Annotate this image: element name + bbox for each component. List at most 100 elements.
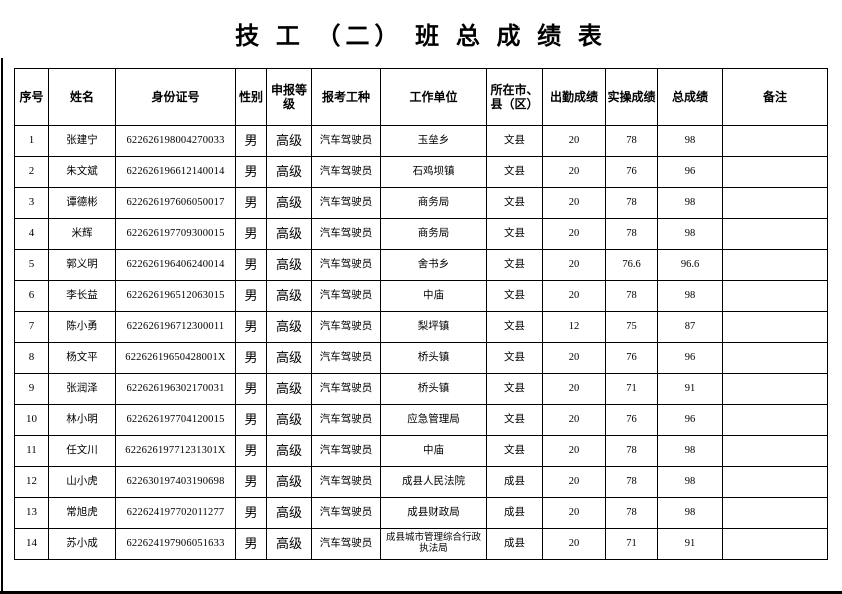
cell-practical: 71: [605, 373, 658, 405]
cell-total: 96: [657, 342, 723, 374]
cell-job: 汽车驾驶员: [311, 528, 381, 560]
column-header-name: 姓名: [48, 68, 116, 126]
cell-unit: 石鸡坝镇: [380, 156, 487, 188]
cell-no: 2: [14, 156, 49, 188]
cell-id_number: 622626196612140014: [115, 156, 236, 188]
cell-level: 高级: [266, 404, 312, 436]
cell-county: 成县: [486, 466, 543, 498]
cell-remark: [722, 280, 828, 312]
cell-county: 文县: [486, 125, 543, 157]
table-header-row: 序号 姓名 身份证号 性别 申报等级 报考工种 工作单位 所在市、县（区） 出勤成绩 实操成绩 总成…: [14, 68, 828, 126]
cell-unit: 梨坪镇: [380, 311, 487, 343]
cell-name: 谭德彬: [48, 187, 116, 219]
cell-gender: 男: [235, 187, 267, 219]
cell-job: 汽车驾驶员: [311, 373, 381, 405]
column-header-attendance: 出勤成绩: [542, 68, 606, 126]
cell-remark: [722, 218, 828, 250]
cell-name: 张建宁: [48, 125, 116, 157]
cell-job: 汽车驾驶员: [311, 156, 381, 188]
column-header-gender: 性别: [235, 68, 267, 126]
table-row: 8 杨文平 62262619650428001X 男高级 汽车驾驶员 桥头镇 文县 20 76 9…: [14, 342, 828, 374]
cell-job: 汽车驾驶员: [311, 404, 381, 436]
cell-total: 98: [657, 125, 723, 157]
cell-county: 文县: [486, 435, 543, 467]
cell-remark: [722, 156, 828, 188]
cell-id_number: 622624197702011277: [115, 497, 236, 529]
cell-remark: [722, 187, 828, 219]
cell-level: 高级: [266, 187, 312, 219]
cell-level: 高级: [266, 125, 312, 157]
cell-county: 文县: [486, 404, 543, 436]
cell-level: 高级: [266, 497, 312, 529]
cell-county: 文县: [486, 311, 543, 343]
cell-name: 米辉: [48, 218, 116, 250]
cell-remark: [722, 373, 828, 405]
cell-total: 98: [657, 280, 723, 312]
cell-name: 常旭虎: [48, 497, 116, 529]
cell-unit: 桥头镇: [380, 373, 487, 405]
cell-job: 汽车驾驶员: [311, 497, 381, 529]
cell-attendance: 20: [542, 280, 606, 312]
cell-no: 6: [14, 280, 49, 312]
table-row: 5 郭义明 622626196406240014 男高级 汽车驾驶员 舍书乡 文县 20 76.…: [14, 249, 828, 281]
cell-remark: [722, 342, 828, 374]
cell-no: 8: [14, 342, 49, 374]
cell-total: 96.6: [657, 249, 723, 281]
cell-no: 3: [14, 187, 49, 219]
cell-county: 文县: [486, 280, 543, 312]
cell-id_number: 622626197709300015: [115, 218, 236, 250]
cell-no: 9: [14, 373, 49, 405]
cell-county: 成县: [486, 528, 543, 560]
cell-practical: 78: [605, 466, 658, 498]
cell-total: 98: [657, 218, 723, 250]
cell-attendance: 20: [542, 373, 606, 405]
cell-attendance: 20: [542, 497, 606, 529]
cell-level: 高级: [266, 249, 312, 281]
cell-county: 文县: [486, 373, 543, 405]
cell-attendance: 20: [542, 156, 606, 188]
table-row: 11 任文川 62262619771231301X 男高级 汽车驾驶员 中庙 文县 20 78 9…: [14, 435, 828, 467]
cell-county: 文县: [486, 156, 543, 188]
cell-attendance: 20: [542, 187, 606, 219]
cell-remark: [722, 528, 828, 560]
cell-remark: [722, 466, 828, 498]
cell-no: 4: [14, 218, 49, 250]
cell-id_number: 622626198004270033: [115, 125, 236, 157]
cell-unit: 中庙: [380, 435, 487, 467]
cell-gender: 男: [235, 125, 267, 157]
cell-id_number: 622626196302170031: [115, 373, 236, 405]
cell-id_number: 622626196406240014: [115, 249, 236, 281]
cell-name: 陈小勇: [48, 311, 116, 343]
cell-job: 汽车驾驶员: [311, 311, 381, 343]
cell-id_number: 622626197606050017: [115, 187, 236, 219]
cell-attendance: 20: [542, 466, 606, 498]
cell-practical: 75: [605, 311, 658, 343]
table-row: 7 陈小勇 622626196712300011 男高级 汽车驾驶员 梨坪镇 文县 12 75 8…: [14, 311, 828, 343]
cell-practical: 78: [605, 187, 658, 219]
cell-no: 12: [14, 466, 49, 498]
cell-unit: 玉垒乡: [380, 125, 487, 157]
cell-no: 13: [14, 497, 49, 529]
cell-no: 1: [14, 125, 49, 157]
page-edge-left-border: [1, 58, 3, 592]
cell-gender: 男: [235, 156, 267, 188]
cell-county: 成县: [486, 497, 543, 529]
column-header-no: 序号: [14, 68, 49, 126]
cell-name: 林小明: [48, 404, 116, 436]
cell-attendance: 20: [542, 528, 606, 560]
cell-level: 高级: [266, 156, 312, 188]
cell-no: 5: [14, 249, 49, 281]
cell-unit: 成县财政局: [380, 497, 487, 529]
cell-attendance: 20: [542, 342, 606, 374]
column-header-id_number: 身份证号: [115, 68, 236, 126]
column-header-practical: 实操成绩: [605, 68, 658, 126]
cell-gender: 男: [235, 497, 267, 529]
cell-total: 98: [657, 187, 723, 219]
cell-remark: [722, 249, 828, 281]
cell-level: 高级: [266, 311, 312, 343]
table-row: 13 常旭虎 622624197702011277 男高级 汽车驾驶员 成县财政局 成县 20…: [14, 497, 828, 529]
cell-no: 14: [14, 528, 49, 560]
cell-practical: 76: [605, 156, 658, 188]
cell-name: 李长益: [48, 280, 116, 312]
cell-name: 杨文平: [48, 342, 116, 374]
